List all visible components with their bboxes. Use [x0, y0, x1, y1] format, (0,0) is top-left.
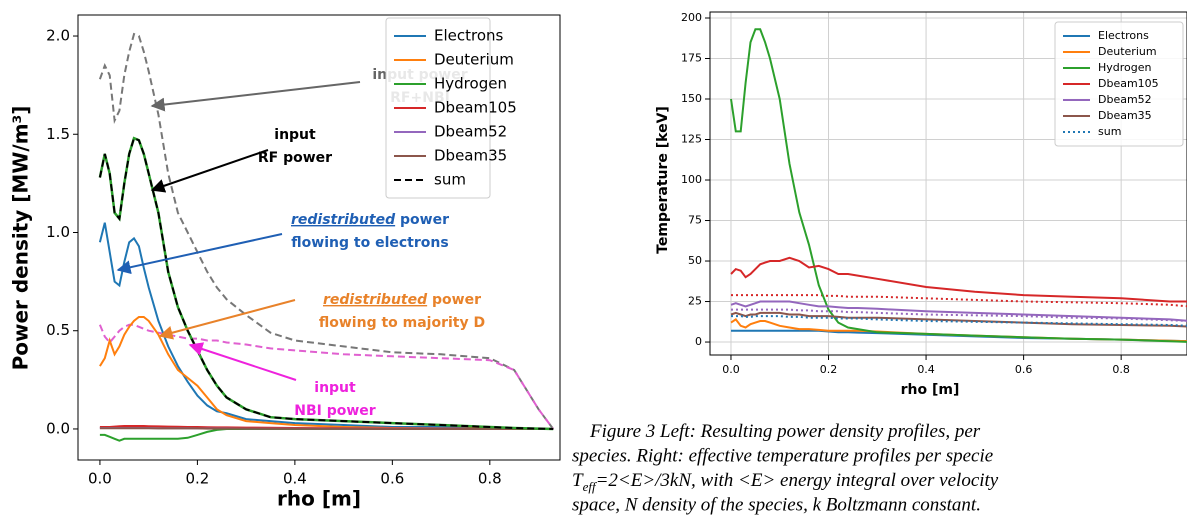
legend-label: Dbeam52	[1098, 93, 1152, 106]
y-tick-label: 2.0	[46, 27, 70, 45]
annotation-emphasis: redistributed	[291, 212, 396, 228]
x-tick-label: 0.4	[283, 470, 307, 488]
legend-label: Dbeam52	[434, 123, 507, 141]
caption-line: Teff=2<E>/3kN, with <E> energy integral …	[572, 470, 999, 494]
annotation-text: input	[314, 380, 356, 396]
x-tick-label: 0.6	[1015, 363, 1033, 376]
annotation-text: flowing to majority D	[319, 315, 485, 331]
x-tick-label: 0.8	[1112, 363, 1130, 376]
legend-label: Hydrogen	[1098, 61, 1152, 74]
y-axis-label: Power density [MW/m³]	[9, 106, 33, 371]
legend-label: Dbeam35	[1098, 109, 1152, 122]
x-tick-label: 0.0	[722, 363, 740, 376]
series-line	[730, 28, 1187, 343]
series-line	[98, 136, 554, 430]
series-line	[99, 428, 554, 442]
plot-frame	[77, 14, 561, 461]
x-tick-label: 0.8	[478, 470, 502, 488]
legend-label: Hydrogen	[434, 75, 507, 93]
annotation-emphasis: redistributed	[323, 292, 428, 308]
legend-label: Electrons	[434, 27, 504, 45]
legend-label: Deuterium	[434, 51, 514, 69]
reference-curve	[98, 323, 555, 430]
legend-label: Electrons	[1098, 29, 1149, 42]
y-tick-label: 125	[681, 133, 702, 146]
annotation-line: RF power	[258, 150, 332, 166]
y-tick-label: 175	[681, 52, 702, 65]
annotation-line: input	[314, 380, 356, 396]
legend-label: Dbeam105	[434, 99, 517, 117]
annotation-text: redistributed power	[291, 212, 449, 228]
annotation-text: RF power	[258, 150, 332, 166]
series-line	[730, 311, 1187, 328]
reference-curve	[731, 294, 1187, 308]
y-tick-label: 0.0	[46, 419, 70, 437]
annotation-text: redistributed power	[323, 292, 481, 308]
chart: 0 25 50 75 100 125 150 175 200 0.0 0.2 0.4 0.6 0.8 rho…	[655, 11, 1187, 398]
y-tick-label: 0	[695, 335, 702, 348]
legend-label: Dbeam35	[434, 147, 507, 165]
caption-line: species. Right: effective temperature pr…	[572, 446, 993, 467]
caption-subscript: eff	[583, 479, 598, 494]
x-tick-label: 0.2	[185, 470, 209, 488]
annotation-text: flowing to electrons	[291, 235, 448, 251]
plot-frame	[709, 11, 1187, 356]
y-tick-label: 75	[688, 214, 702, 227]
series-line	[730, 300, 1187, 322]
annotation-arrow	[116, 233, 283, 275]
legend-label: sum	[1098, 125, 1121, 138]
y-tick-label: 1.5	[46, 125, 70, 143]
caption-line: space, N density of the species, k Boltz…	[572, 495, 981, 516]
chart: 0.0 0.5 1.0 1.5 2.0 0.0 0.2 0.4 0.6 0.8 rho [m] Pow…	[9, 14, 561, 511]
annotation-line: NBI power	[294, 403, 376, 419]
annotation-line: flowing to majority D	[319, 315, 485, 331]
series-line	[731, 315, 1187, 327]
y-tick-label: 1.0	[46, 223, 70, 241]
caption-formula: =2<E>/3kN, with <E> energy integral over…	[596, 470, 999, 491]
x-tick-label: 0.4	[917, 363, 935, 376]
annotation-text: NBI power	[294, 403, 376, 419]
y-tick-label: 100	[681, 173, 702, 186]
annotation-arrow	[150, 149, 269, 193]
reference-curve	[731, 308, 1187, 322]
series-line	[730, 256, 1187, 303]
legend-box	[385, 17, 491, 199]
annotation-arrow	[158, 299, 296, 340]
caption-line: Figure 3 Left: Resulting power density p…	[589, 421, 981, 442]
x-tick-label: 0.6	[380, 470, 404, 488]
x-axis-label: rho [m]	[277, 487, 361, 511]
y-tick-label: 200	[681, 11, 702, 24]
annotation-line: input	[274, 127, 316, 143]
annotation-arrow	[188, 342, 297, 381]
annotation-arrow	[150, 81, 361, 112]
annotation-line: power	[395, 212, 449, 228]
legend-label: Deuterium	[1098, 45, 1157, 58]
legend-label: sum	[434, 171, 466, 189]
reference-curve	[98, 32, 555, 430]
caption-symbol: T	[572, 470, 584, 491]
y-axis-label: Temperature [keV]	[655, 106, 671, 254]
y-tick-label: 0.5	[46, 321, 70, 339]
x-tick-label: 0.2	[820, 363, 838, 376]
x-tick-label: 0.0	[88, 470, 112, 488]
y-tick-label: 150	[681, 92, 702, 105]
annotation-line: power	[427, 292, 481, 308]
y-tick-label: 50	[688, 254, 702, 267]
annotation-line: flowing to electrons	[291, 235, 448, 251]
series-line	[99, 427, 554, 430]
x-axis-label: rho [m]	[901, 382, 960, 398]
annotation-text: input	[274, 127, 316, 143]
legend-label: Dbeam105	[1098, 77, 1159, 90]
y-tick-label: 25	[688, 295, 702, 308]
